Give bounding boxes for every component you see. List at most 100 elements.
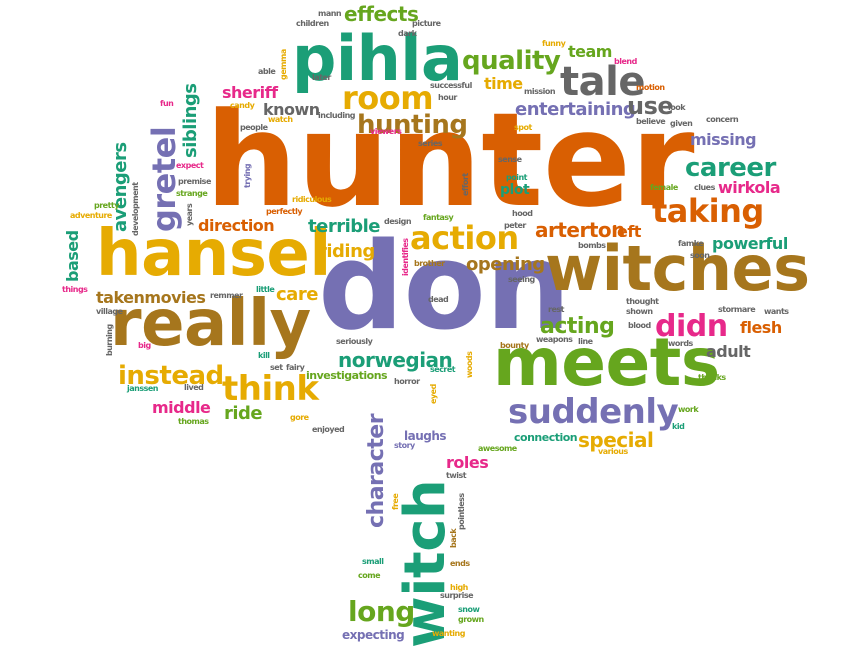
word-known: known: [263, 100, 320, 119]
word-various: various: [598, 447, 628, 456]
word-snow: snow: [458, 605, 480, 614]
word-siblings: siblings: [180, 83, 201, 158]
word-picture: picture: [412, 19, 441, 28]
word-hood: hood: [512, 209, 533, 218]
word-wirkola: wirkola: [718, 178, 781, 197]
word-don: don: [318, 218, 571, 357]
word-middle: middle: [152, 398, 211, 417]
word-based: based: [63, 230, 82, 282]
word-norwegian: norwegian: [338, 348, 453, 372]
word-plot: plot: [500, 182, 530, 198]
word-successful: successful: [430, 81, 472, 90]
word-series: series: [418, 139, 443, 148]
word-expecting: expecting: [342, 628, 405, 642]
word-sheriff: sheriff: [222, 83, 278, 102]
word-effort: effort: [461, 173, 470, 196]
word-grown: grown: [458, 615, 484, 624]
word-adventure: adventure: [70, 211, 112, 220]
word-meets: meets: [493, 324, 720, 401]
word-thomas: thomas: [178, 417, 209, 426]
word-fun: fun: [160, 99, 174, 108]
word-able: able: [258, 67, 276, 76]
word-flesh: flesh: [740, 318, 782, 337]
word-horror: horror: [394, 377, 420, 386]
word-team: team: [568, 42, 612, 61]
word-look: look: [668, 103, 686, 112]
word-enjoyed: enjoyed: [312, 425, 345, 434]
word-powerful: powerful: [712, 234, 788, 253]
word-suddenly: suddenly: [508, 392, 679, 432]
word-weapons: weapons: [536, 335, 573, 344]
word-adult: adult: [706, 342, 751, 361]
word-identifies: identifies: [401, 238, 410, 276]
word-time: time: [484, 74, 523, 93]
word-trying: trying: [243, 163, 252, 188]
word-soon: soon: [690, 251, 710, 260]
word-seeing: seeing: [508, 275, 535, 284]
word-mann: mann: [318, 9, 342, 18]
word-lived: lived: [184, 383, 204, 392]
word-tale: tale: [560, 59, 645, 105]
word-janssen: janssen: [127, 384, 158, 393]
word-instead: instead: [118, 361, 224, 391]
word-shown: shown: [626, 307, 653, 316]
word-investigations: investigations: [306, 369, 388, 382]
word-work: work: [678, 405, 699, 414]
word-development: development: [131, 182, 140, 236]
word-dead: dead: [428, 295, 449, 304]
word-hunting: hunting: [357, 110, 468, 140]
word-famke: famke: [678, 239, 704, 248]
word-wants: wants: [764, 307, 789, 316]
word-secret: secret: [430, 365, 456, 374]
word-career: career: [685, 153, 776, 183]
word-takenmovies: takenmovies: [96, 288, 206, 307]
word-expect: expect: [176, 161, 204, 170]
word-given: given: [670, 119, 693, 128]
word-premise: premise: [178, 177, 211, 186]
word-big: big: [138, 341, 151, 350]
word-character: character: [364, 413, 389, 528]
word-witches: witches: [545, 232, 810, 305]
word-years: years: [185, 203, 194, 226]
word-room: room: [342, 79, 434, 117]
word-perfectly: perfectly: [266, 207, 303, 216]
word-strange: strange: [176, 189, 208, 198]
word-thought: thought: [626, 297, 659, 306]
word-eyed: eyed: [429, 384, 438, 404]
word-kill: kill: [258, 351, 270, 360]
word-awesome: awesome: [478, 444, 517, 453]
word-direction: direction: [198, 216, 275, 235]
word-twist: twist: [446, 471, 467, 480]
word-hansel: hansel: [96, 217, 331, 291]
word-seriously: seriously: [336, 337, 373, 346]
word-opening: opening: [466, 254, 545, 275]
word-believe: believe: [636, 117, 666, 126]
word-kid: kid: [672, 422, 685, 431]
word-pretty: pretty: [94, 201, 119, 210]
word-including: including: [318, 111, 356, 120]
word-taking: taking: [652, 192, 764, 230]
word-line: line: [578, 337, 593, 346]
word-avengers: avengers: [110, 142, 131, 232]
word-ride: ride: [224, 403, 263, 424]
word-laughs: laughs: [404, 429, 447, 443]
word-candy: candy: [230, 101, 255, 110]
word-thanks: thanks: [698, 373, 726, 382]
word-effects: effects: [344, 2, 419, 26]
word-bounty: bounty: [500, 341, 529, 350]
word-funny: funny: [542, 39, 566, 48]
word-hour: hour: [438, 93, 457, 102]
word-bombs: bombs: [578, 241, 606, 250]
word-think: think: [222, 369, 319, 409]
word-pointless: pointless: [457, 493, 466, 530]
word-gretel: gretel: [145, 126, 183, 232]
word-back: back: [449, 528, 458, 548]
word-pihla: pihla: [292, 22, 463, 95]
word-motion: motion: [636, 83, 665, 92]
word-didn: didn: [655, 309, 728, 344]
word-spot: spot: [514, 123, 532, 132]
word-wanting: wanting: [432, 629, 465, 638]
word-blend: blend: [614, 57, 637, 66]
word-terrible: terrible: [308, 216, 381, 237]
